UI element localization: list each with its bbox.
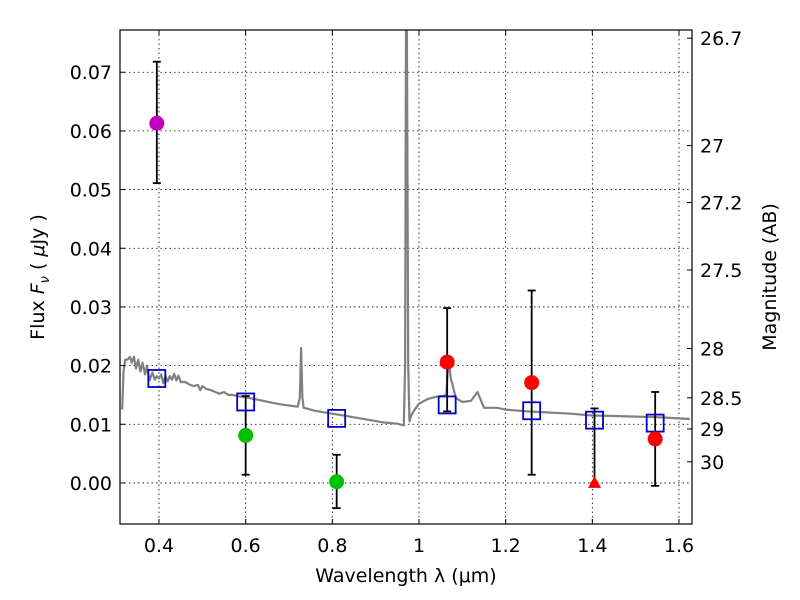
y2-tick-label: 27.2	[700, 192, 742, 214]
y-tick-label: 0.06	[70, 121, 112, 143]
x-tick-label: 1.6	[664, 535, 694, 557]
x-tick-label: 0.4	[144, 535, 174, 557]
x-tick-labels: 0.4 0.6 0.8 1 1.2 1.4 1.6	[144, 535, 694, 557]
y-axis-label: Flux Fν ( μJy )	[27, 214, 53, 340]
x-tick-label: 0.6	[231, 535, 261, 557]
y-tick-label: 0.07	[70, 62, 112, 84]
x-axis-label: Wavelength λ (μm)	[315, 565, 496, 587]
data-point	[524, 375, 540, 391]
y2-tick-label: 28	[700, 339, 724, 361]
axis-ticks	[120, 30, 692, 524]
x-tick-label: 1	[413, 535, 425, 557]
y-tick-label: 0.03	[70, 297, 112, 319]
model-band-square	[522, 401, 542, 421]
y2-tick-label: 27.5	[700, 260, 742, 282]
model-band-square	[585, 410, 604, 430]
y2-tick-label: 27	[700, 136, 724, 158]
y2-tick-labels: 26.7 27 27.2 27.5 28 28.5 29 30	[700, 28, 742, 474]
data-point	[238, 427, 254, 443]
data-point	[149, 115, 165, 131]
data-point	[647, 431, 663, 447]
y-tick-labels: 0.00 0.01 0.02 0.03 0.04 0.05 0.06 0.07	[70, 62, 112, 495]
data-point	[439, 354, 455, 370]
x-tick-label: 1.2	[491, 535, 521, 557]
model-band-square	[147, 369, 167, 388]
grid-lines	[120, 30, 692, 524]
data-points	[149, 115, 663, 490]
y2-tick-label: 28.5	[700, 388, 742, 410]
y-tick-label: 0.05	[70, 180, 112, 202]
x-tick-label: 1.4	[577, 535, 607, 557]
model-spectrum-line	[121, 30, 690, 427]
y2-tick-label: 29	[700, 419, 724, 441]
y-tick-label: 0.00	[70, 473, 112, 495]
model-band-square	[437, 395, 457, 415]
model-band-square	[327, 408, 347, 428]
model-band-squares	[147, 369, 665, 433]
y2-tick-label: 30	[700, 452, 724, 474]
model-band-square	[236, 392, 256, 412]
data-point	[329, 474, 345, 490]
y-tick-label: 0.02	[70, 356, 112, 378]
y2-tick-label: 26.7	[700, 28, 742, 50]
upper-limit-marker	[588, 475, 601, 488]
x-tick-label: 0.8	[317, 535, 347, 557]
y-tick-label: 0.04	[70, 238, 112, 260]
y2-axis-label: Magnitude (AB)	[759, 203, 781, 351]
plot-area	[121, 30, 690, 510]
y-tick-label: 0.01	[70, 414, 112, 436]
plot-frame	[119, 29, 693, 525]
